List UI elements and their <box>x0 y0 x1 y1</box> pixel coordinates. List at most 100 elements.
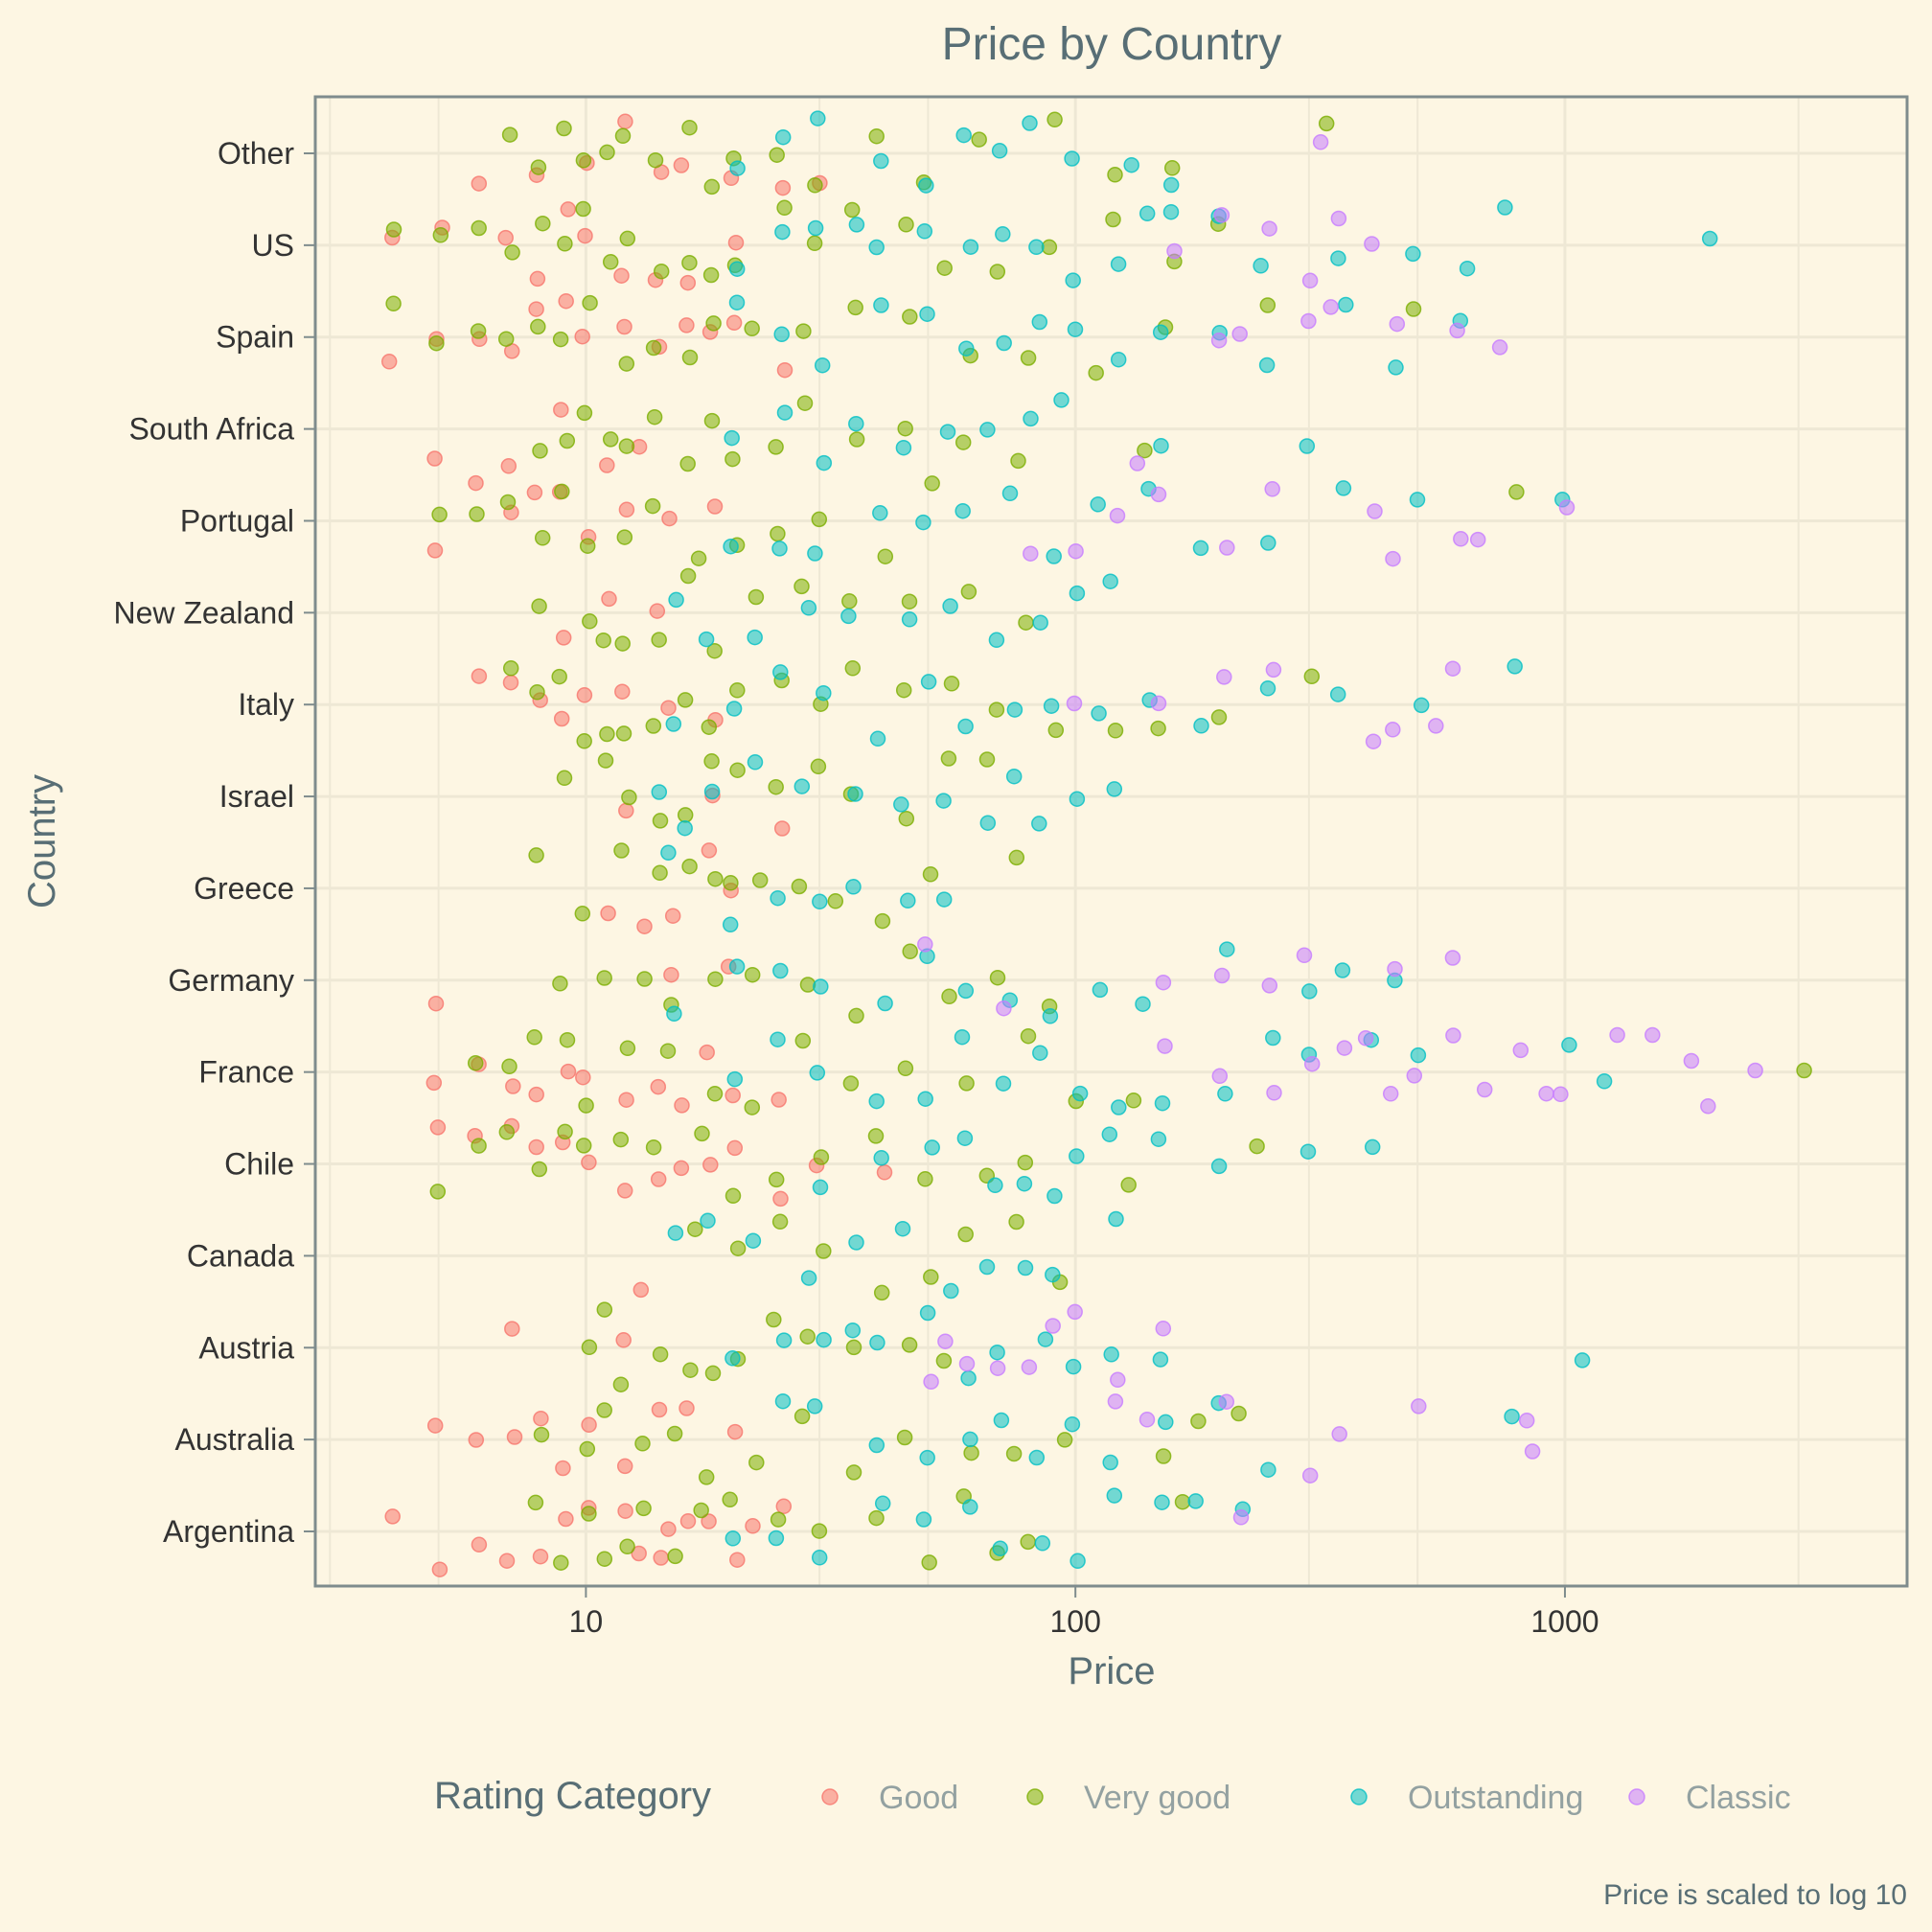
data-point <box>576 404 593 422</box>
series-classic <box>917 134 1763 1526</box>
data-point <box>921 1554 937 1571</box>
data-point <box>1701 230 1718 247</box>
series-very-good <box>385 111 1812 1571</box>
data-point <box>501 126 518 143</box>
data-point <box>504 1321 520 1337</box>
data-point <box>774 128 792 146</box>
data-point <box>1364 1138 1381 1156</box>
data-point <box>724 450 741 468</box>
data-point <box>1101 1126 1118 1142</box>
data-point <box>576 687 593 703</box>
data-point <box>1260 535 1276 551</box>
data-point <box>1106 781 1123 797</box>
data-point <box>1155 974 1172 991</box>
data-point <box>1041 239 1058 256</box>
data-point <box>770 1511 787 1528</box>
data-point <box>960 584 978 600</box>
data-point <box>794 1032 812 1049</box>
data-point <box>531 1161 548 1178</box>
x-axis: 10 100 1000 <box>569 1586 1599 1639</box>
data-point <box>1303 1055 1321 1072</box>
data-point <box>1152 1351 1169 1368</box>
data-point <box>751 872 769 888</box>
data-point <box>504 244 520 261</box>
data-point <box>847 299 863 316</box>
data-point <box>848 1234 864 1251</box>
data-point <box>1046 548 1062 564</box>
data-point <box>1137 442 1153 459</box>
data-point <box>575 152 592 169</box>
data-point <box>645 1138 662 1156</box>
data-point <box>919 306 935 322</box>
data-point <box>677 819 693 837</box>
data-point <box>618 356 635 372</box>
data-point <box>596 1402 612 1418</box>
legend-label-very-good: Very good <box>1084 1780 1230 1816</box>
data-point <box>582 613 598 630</box>
data-point <box>954 502 971 519</box>
data-point <box>770 1092 787 1108</box>
data-point <box>991 143 1008 159</box>
data-point <box>895 439 912 456</box>
data-point <box>724 1187 742 1205</box>
data-point <box>1153 437 1169 454</box>
data-point <box>1135 996 1151 1012</box>
data-point <box>1092 981 1109 999</box>
data-point <box>1211 1068 1229 1085</box>
data-point <box>1330 210 1347 227</box>
data-point <box>614 683 631 700</box>
data-point <box>1068 542 1084 560</box>
data-point <box>1102 1454 1118 1471</box>
data-point <box>471 1536 488 1553</box>
data-point <box>900 892 916 909</box>
data-point <box>645 339 662 356</box>
data-point <box>1331 1426 1347 1442</box>
data-point <box>660 700 677 716</box>
data-point <box>989 969 1006 986</box>
data-point <box>1088 364 1104 381</box>
data-point <box>1609 1026 1625 1044</box>
data-point <box>791 878 808 895</box>
data-point <box>581 1339 598 1356</box>
data-point <box>664 908 681 924</box>
data-point <box>1110 351 1127 368</box>
data-point <box>728 958 746 975</box>
y-tick-label-chile: Chile <box>224 1147 294 1182</box>
data-point <box>936 260 953 276</box>
data-point <box>559 432 576 449</box>
data-point <box>799 1328 816 1345</box>
data-point <box>811 511 828 528</box>
data-point <box>426 1417 444 1434</box>
data-point <box>996 334 1012 352</box>
data-point <box>809 1065 826 1081</box>
data-point <box>794 778 811 794</box>
data-point <box>869 1334 886 1351</box>
data-point <box>915 514 932 531</box>
data-point <box>558 292 574 310</box>
data-point <box>702 266 720 284</box>
data-point <box>596 1301 613 1318</box>
data-point <box>533 1410 549 1427</box>
data-point <box>958 340 975 356</box>
data-point <box>532 1548 549 1565</box>
data-point <box>1338 296 1354 313</box>
data-point <box>553 402 569 418</box>
data-point <box>618 501 635 518</box>
data-point <box>1364 236 1380 252</box>
data-point <box>426 542 444 559</box>
data-point <box>794 578 810 595</box>
data-point <box>579 538 596 554</box>
data-point <box>1249 1138 1265 1155</box>
data-point <box>679 1513 697 1530</box>
data-point <box>794 1408 811 1425</box>
data-point <box>581 1154 597 1171</box>
data-point <box>646 408 663 426</box>
data-point <box>1329 686 1346 702</box>
data-point <box>1023 410 1039 427</box>
data-point <box>653 1550 669 1566</box>
data-point <box>651 1401 668 1418</box>
data-point <box>552 976 568 992</box>
data-point <box>1174 1493 1191 1510</box>
data-point <box>1105 211 1121 228</box>
data-point <box>650 1078 667 1095</box>
